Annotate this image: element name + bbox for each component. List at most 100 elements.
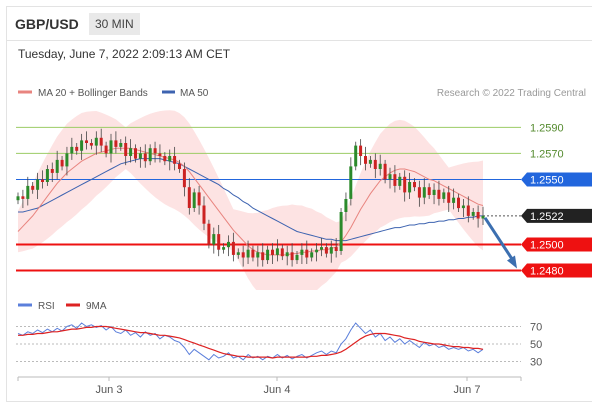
level-tag-1.2550: [521, 172, 592, 187]
rsi-level-label-70: 70: [530, 322, 542, 334]
level-tag-1.2480: [521, 263, 592, 278]
price-level-tags: 1.2590 1.2570 1.2550 1.2522 1.2500 1.2480: [521, 122, 592, 278]
forecast-arrow-head: [507, 255, 517, 269]
x-tick-label: Jun 4: [264, 384, 291, 396]
candle-body: [285, 252, 289, 257]
candlesticks: [16, 128, 485, 267]
candle-body: [45, 169, 49, 182]
candle-body: [378, 163, 382, 169]
candle-body: [413, 182, 416, 188]
candle-body: [354, 145, 358, 167]
candle-body: [481, 215, 485, 219]
candle-body: [476, 212, 480, 219]
candle-body: [432, 189, 436, 195]
ma50-legend-label: MA 50: [180, 88, 209, 99]
candle-body: [364, 156, 367, 164]
candle-body: [241, 252, 245, 258]
ma50-line: [18, 158, 483, 242]
timeframe-badge[interactable]: 30 MIN: [89, 13, 140, 35]
candle-body: [187, 187, 191, 208]
candle-body: [266, 249, 270, 261]
candle-body: [173, 156, 177, 164]
rsi-level-label-50: 50: [530, 339, 542, 351]
candle-body: [31, 185, 35, 190]
candle-body: [197, 192, 201, 206]
candle-body: [393, 174, 397, 186]
chart-header: GBP/USD 30 MIN: [6, 6, 592, 41]
candle-body: [182, 169, 186, 188]
candle-body: [310, 252, 314, 258]
level-label-1.2570: 1.2570: [530, 148, 564, 160]
candle-body: [359, 145, 363, 156]
rsi-line: [17, 322, 484, 361]
candle-body: [437, 189, 441, 199]
forecast-arrow-shaft: [483, 217, 515, 262]
candle-body: [417, 187, 421, 198]
candle-body: [373, 159, 377, 169]
level-tag-text-1.2500: 1.2500: [530, 239, 564, 251]
candle-body: [227, 241, 230, 248]
research-credit: Research © 2022 Trading Central: [437, 88, 586, 99]
candle-body: [320, 247, 323, 250]
rsi-panel: 70 50 30: [16, 322, 542, 369]
candle-body: [21, 196, 25, 199]
candle-body: [300, 249, 304, 255]
candle-body: [16, 196, 20, 201]
candle-body: [124, 143, 128, 156]
candle-body: [89, 143, 93, 146]
candle-body: [212, 234, 216, 245]
level-tag-text-1.2522: 1.2522: [530, 211, 564, 223]
candle-body: [202, 205, 206, 224]
candle-body: [168, 156, 172, 162]
forecast-arrow: [483, 217, 517, 269]
candle-body: [26, 185, 30, 199]
candle-body: [329, 247, 333, 254]
candle-body: [138, 153, 142, 159]
chart-frame: [6, 6, 592, 402]
candle-body: [466, 205, 470, 216]
candle-body: [403, 176, 407, 193]
candle-body: [222, 247, 226, 250]
candle-body: [134, 148, 137, 159]
level-label-1.2590: 1.2590: [530, 122, 564, 134]
candle-body: [339, 212, 343, 251]
candle-body: [383, 163, 387, 180]
candle-body: [295, 254, 299, 261]
candle-body: [217, 234, 221, 250]
candle-body: [231, 241, 235, 255]
ma20-legend-label: MA 20 + Bollinger Bands: [38, 88, 148, 99]
candle-body: [65, 153, 69, 167]
candle-body: [324, 247, 328, 254]
candle-body: [114, 140, 118, 147]
candle-body: [290, 252, 294, 261]
candle-body: [192, 192, 196, 208]
candle-body: [99, 137, 103, 146]
candle-body: [447, 192, 451, 203]
candle-body: [85, 140, 88, 143]
candle-body: [427, 187, 431, 195]
price-levels: [16, 126, 521, 272]
candle-body: [143, 153, 147, 162]
candle-body: [388, 174, 392, 180]
candle-body: [178, 163, 181, 169]
level-tag-1.2500: [521, 237, 592, 252]
candle-body: [368, 159, 372, 164]
bollinger-bands: [18, 110, 483, 290]
candle-body: [442, 192, 446, 199]
candle-body: [408, 182, 412, 193]
candle-body: [315, 249, 319, 253]
x-tick-label: Jun 7: [454, 384, 481, 396]
rsi-ma-line: [18, 325, 484, 359]
candle-body: [119, 143, 123, 147]
level-tag-1.2522: [521, 208, 592, 223]
candle-body: [70, 146, 74, 154]
x-axis: Jun 3 Jun 4 Jun 7: [17, 377, 522, 396]
candle-body: [104, 145, 108, 154]
candle-body: [452, 197, 456, 203]
candle-body: [129, 148, 133, 156]
candle-body: [50, 169, 54, 173]
candle-body: [275, 248, 279, 255]
candle-body: [41, 179, 44, 182]
candle-body: [422, 187, 426, 198]
